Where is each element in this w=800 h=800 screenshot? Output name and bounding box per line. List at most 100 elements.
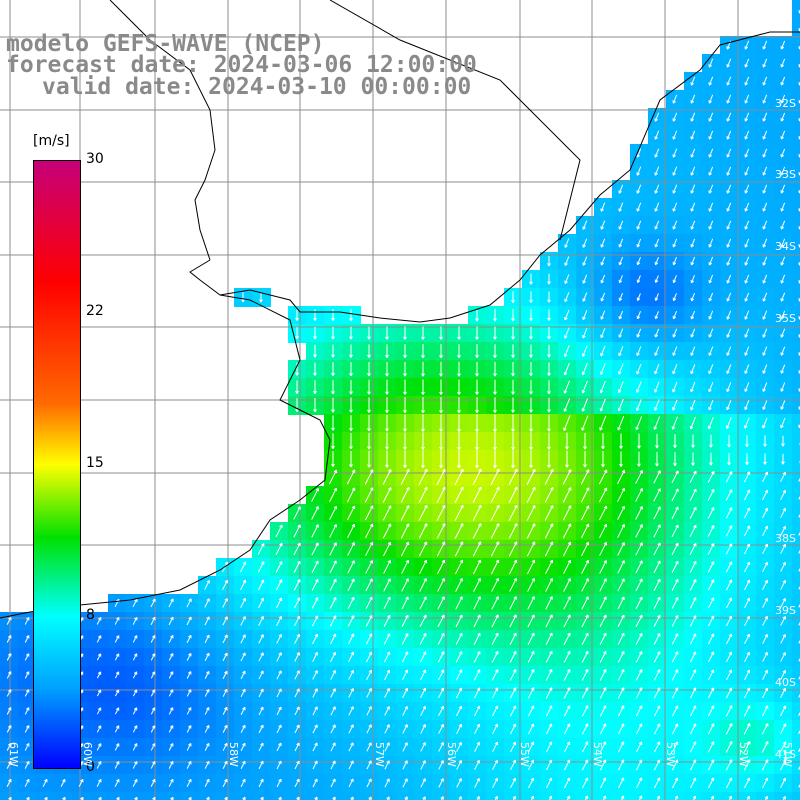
wind-cell bbox=[216, 612, 235, 631]
wind-vector-head bbox=[332, 354, 335, 358]
wind-vector bbox=[689, 597, 697, 609]
wind-vector-head bbox=[97, 725, 101, 728]
wind-cell bbox=[738, 306, 757, 325]
wind-vector bbox=[186, 653, 192, 661]
wind-vector bbox=[491, 578, 499, 592]
wind-vector-head bbox=[188, 743, 192, 746]
wind-cell bbox=[558, 306, 577, 325]
wind-vector bbox=[114, 599, 120, 607]
wind-vector-head bbox=[422, 410, 425, 414]
wind-vector-head bbox=[638, 669, 643, 672]
wind-vector bbox=[276, 688, 282, 698]
wind-vector bbox=[636, 346, 642, 356]
wind-cell bbox=[234, 702, 253, 721]
wind-vector bbox=[311, 615, 319, 627]
wind-vector bbox=[168, 725, 174, 733]
wind-vector-head bbox=[530, 741, 534, 745]
wind-vector-head bbox=[746, 471, 750, 475]
wind-cell bbox=[342, 774, 361, 793]
wind-vector-head bbox=[585, 650, 589, 654]
wind-vector-head bbox=[297, 560, 301, 564]
wind-vector bbox=[44, 797, 48, 800]
wind-cell bbox=[306, 540, 325, 559]
wind-cell bbox=[396, 720, 415, 739]
wind-cell bbox=[630, 738, 649, 757]
wind-vector-head bbox=[513, 650, 517, 654]
wind-cell bbox=[666, 108, 685, 127]
wind-cell bbox=[558, 774, 577, 793]
wind-vector bbox=[617, 578, 625, 592]
wind-vector-head bbox=[278, 597, 282, 601]
wind-cell bbox=[666, 90, 685, 109]
wind-vector bbox=[598, 469, 608, 485]
wind-vector-head bbox=[260, 615, 264, 619]
wind-vector bbox=[725, 723, 733, 735]
wind-vector bbox=[368, 796, 372, 800]
wind-cell bbox=[144, 630, 163, 649]
wind-vector-head bbox=[368, 651, 372, 655]
wind-vector-head bbox=[224, 616, 228, 619]
wind-cell bbox=[756, 612, 775, 631]
wind-vector bbox=[26, 797, 30, 800]
wind-cell bbox=[756, 648, 775, 667]
wind-vector-head bbox=[224, 652, 228, 656]
wind-vector bbox=[744, 328, 750, 338]
wind-vector-head bbox=[133, 743, 138, 746]
wind-vector-head bbox=[422, 705, 426, 709]
wind-cell bbox=[684, 270, 703, 289]
wind-cell bbox=[666, 270, 685, 289]
wind-vector-head bbox=[188, 671, 192, 674]
wind-vector bbox=[491, 596, 499, 610]
wind-cell bbox=[486, 630, 505, 649]
wind-vector bbox=[708, 382, 714, 392]
wind-vector bbox=[744, 184, 750, 194]
wind-vector-head bbox=[296, 652, 300, 655]
wind-vector-head bbox=[781, 136, 784, 140]
wind-vector bbox=[654, 148, 660, 158]
wind-vector-head bbox=[585, 578, 589, 581]
wind-cell bbox=[414, 558, 433, 577]
wind-vector bbox=[726, 633, 732, 645]
wind-vector-head bbox=[781, 262, 784, 266]
wind-vector-head bbox=[530, 759, 534, 763]
wind-vector bbox=[744, 346, 750, 356]
wind-cell bbox=[450, 576, 469, 595]
wind-vector bbox=[364, 505, 374, 521]
wind-vector-head bbox=[745, 82, 748, 86]
wind-vector-head bbox=[636, 371, 640, 375]
wind-vector-head bbox=[762, 335, 766, 338]
wind-vector bbox=[365, 578, 373, 592]
wind-vector bbox=[548, 795, 552, 800]
wind-cell bbox=[648, 396, 667, 415]
wind-vector-head bbox=[351, 487, 355, 491]
wind-cell bbox=[504, 594, 523, 613]
wind-vector-head bbox=[332, 760, 336, 764]
wind-vector-head bbox=[350, 724, 354, 727]
wind-vector-head bbox=[494, 354, 497, 358]
wind-vector bbox=[562, 469, 572, 485]
wind-vector bbox=[311, 542, 319, 556]
wind-vector-head bbox=[187, 707, 192, 710]
wind-vector-head bbox=[386, 633, 391, 636]
wind-cell bbox=[540, 684, 559, 703]
wind-vector bbox=[6, 653, 12, 661]
wind-cell bbox=[648, 414, 667, 433]
wind-vector-head bbox=[350, 742, 354, 745]
wind-vector-head bbox=[351, 523, 355, 527]
lat-label: 39S bbox=[775, 604, 796, 617]
wind-cell bbox=[594, 612, 613, 631]
wind-vector bbox=[114, 689, 120, 697]
wind-vector-head bbox=[708, 407, 712, 411]
wind-vector bbox=[60, 779, 66, 787]
wind-vector-head bbox=[674, 705, 678, 708]
wind-vector-head bbox=[654, 427, 658, 430]
wind-vector-head bbox=[532, 523, 536, 526]
wind-vector-head bbox=[406, 486, 410, 490]
wind-vector-head bbox=[260, 299, 263, 303]
wind-vector-head bbox=[675, 524, 679, 528]
wind-vector-head bbox=[314, 796, 318, 800]
wind-vector-head bbox=[494, 318, 497, 322]
wind-cell bbox=[396, 648, 415, 667]
wind-cell bbox=[648, 486, 667, 505]
wind-cell bbox=[612, 522, 631, 541]
